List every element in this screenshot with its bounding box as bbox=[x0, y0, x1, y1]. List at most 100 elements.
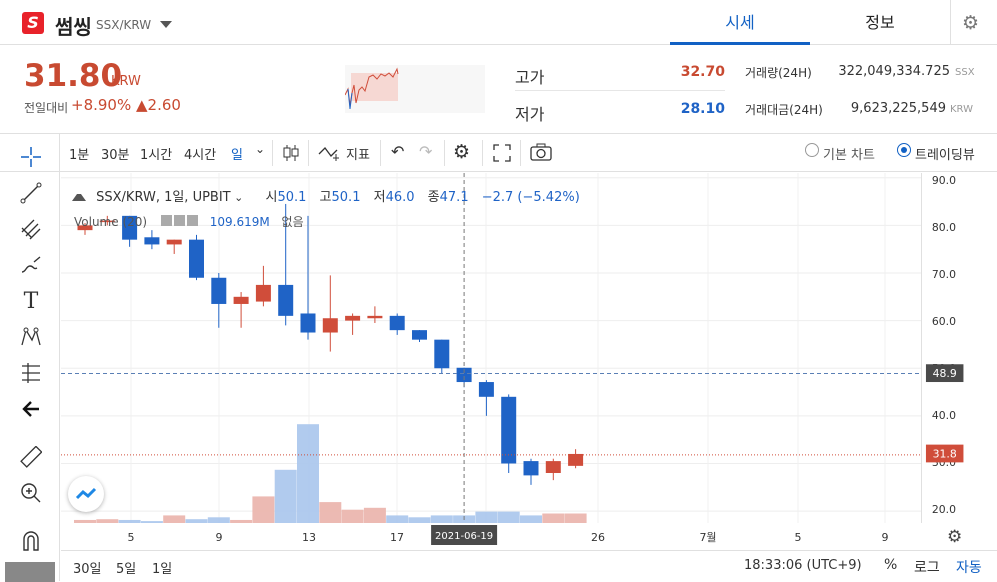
auto-toggle[interactable]: 자동 bbox=[956, 560, 982, 576]
volume-bar bbox=[520, 515, 542, 523]
price-chart[interactable] bbox=[61, 173, 921, 523]
crosshair-price-tag bbox=[925, 364, 964, 383]
x-tick-label: 7월 bbox=[699, 531, 716, 544]
y-tick-label: 20.0 bbox=[932, 503, 956, 516]
radio-basic-chart[interactable] bbox=[805, 143, 819, 157]
divider bbox=[272, 140, 273, 166]
volume-bar bbox=[163, 515, 186, 523]
crosshair-date-tag bbox=[431, 525, 498, 545]
pitchfork-icon[interactable] bbox=[18, 216, 44, 242]
percent-toggle[interactable]: % bbox=[884, 557, 898, 573]
indicator-icon[interactable] bbox=[318, 144, 342, 162]
legend-collapse-icon[interactable] bbox=[72, 193, 86, 201]
undo-icon[interactable]: ↶ bbox=[391, 142, 405, 161]
amount-label: 거래대금(24H) bbox=[745, 103, 823, 117]
candle-body bbox=[300, 313, 316, 333]
settings-icon[interactable]: ⚙ bbox=[453, 141, 471, 163]
interval-30m[interactable]: 30분 bbox=[101, 148, 130, 163]
coin-name[interactable]: 썸씽 bbox=[55, 15, 92, 39]
settings-icon[interactable] bbox=[173, 215, 185, 226]
gear-icon[interactable]: ⚙ bbox=[947, 527, 963, 547]
candle-body bbox=[122, 215, 138, 240]
zoom-in-icon[interactable] bbox=[18, 480, 44, 506]
volume-bar bbox=[207, 517, 230, 523]
high-label: 고가 bbox=[515, 68, 545, 87]
hide-drawings-icon[interactable] bbox=[5, 562, 55, 582]
divider bbox=[950, 0, 951, 45]
clock-time[interactable]: 18:33:06 (UTC+9) bbox=[744, 558, 862, 573]
change-rate: +8.90% bbox=[71, 96, 132, 114]
volume-bar bbox=[542, 513, 565, 523]
legend-close: 47.1 bbox=[439, 190, 469, 205]
volume-bar bbox=[140, 521, 163, 523]
fullscreen-icon[interactable] bbox=[493, 144, 511, 162]
tradingview-label[interactable]: 트레이딩뷰 bbox=[915, 148, 975, 163]
indicator-button[interactable]: 지표 bbox=[346, 148, 370, 163]
candle-body bbox=[501, 396, 517, 464]
change-amount: ▲2.60 bbox=[136, 96, 181, 114]
legend-open: 50.1 bbox=[277, 190, 307, 205]
arrow-left-icon[interactable] bbox=[18, 396, 44, 422]
gear-icon[interactable]: ⚙ bbox=[962, 12, 980, 34]
interval-1h[interactable]: 1시간 bbox=[140, 148, 173, 163]
volume-value: 109.619M bbox=[209, 215, 270, 229]
volume-legend: Volume (20) 109.619M 없음 bbox=[74, 213, 304, 230]
last-price-tag bbox=[925, 444, 964, 463]
candle-body bbox=[367, 315, 383, 319]
brush-icon[interactable] bbox=[18, 252, 44, 278]
tradingview-logo-icon[interactable] bbox=[68, 476, 104, 512]
redo-icon[interactable]: ↷ bbox=[419, 142, 433, 161]
volume-bar bbox=[96, 519, 119, 523]
last-price-label: 31.8 bbox=[933, 447, 957, 460]
volume-bar bbox=[74, 519, 96, 523]
legend-symbol[interactable]: SSX/KRW, 1일, UPBIT bbox=[96, 190, 231, 205]
text-tool-icon[interactable]: T bbox=[23, 288, 39, 314]
coin-pair[interactable]: SSX/KRW bbox=[96, 18, 152, 32]
mini-chart bbox=[345, 65, 485, 113]
prediction-icon[interactable] bbox=[18, 360, 44, 386]
range-5d[interactable]: 5일 bbox=[116, 562, 137, 577]
x-tick-label: 5 bbox=[795, 531, 802, 544]
legend-close-label: 종 bbox=[427, 190, 440, 205]
basic-chart-label[interactable]: 기본 차트 bbox=[823, 148, 875, 163]
range-30d[interactable]: 30일 bbox=[73, 562, 102, 577]
candle-type-icon[interactable] bbox=[282, 143, 300, 163]
volume-bar bbox=[274, 469, 297, 523]
x-tick-label: 9 bbox=[216, 531, 223, 544]
low-label: 저가 bbox=[515, 105, 545, 124]
candle-body bbox=[233, 296, 249, 304]
eye-icon[interactable] bbox=[160, 215, 172, 226]
trend-line-icon[interactable] bbox=[18, 180, 44, 206]
candle-body bbox=[389, 315, 405, 331]
candle-body bbox=[345, 315, 361, 321]
y-tick-label: 80.0 bbox=[932, 221, 956, 234]
time-axis[interactable]: 59131721267월592021-06-19 bbox=[61, 523, 921, 550]
ruler-icon[interactable] bbox=[18, 444, 44, 470]
interval-4h[interactable]: 4시간 bbox=[184, 148, 217, 163]
range-1d[interactable]: 1일 bbox=[152, 562, 173, 577]
tab-quote[interactable]: 시세 bbox=[670, 0, 810, 45]
legend-high: 50.1 bbox=[331, 190, 361, 205]
interval-1d[interactable]: 일 bbox=[231, 148, 243, 163]
tab-info[interactable]: 정보 bbox=[865, 13, 895, 32]
coin-dropdown-icon[interactable] bbox=[160, 21, 172, 28]
pattern-icon[interactable] bbox=[18, 324, 44, 350]
magnet-icon[interactable] bbox=[18, 528, 44, 554]
log-toggle[interactable]: 로그 bbox=[914, 560, 940, 576]
volume-bar bbox=[252, 496, 275, 523]
radio-tradingview[interactable] bbox=[897, 143, 911, 157]
chevron-down-icon[interactable]: ⌄ bbox=[230, 191, 244, 204]
candle-body bbox=[322, 318, 338, 333]
chevron-down-icon[interactable]: ⌄ bbox=[255, 142, 266, 156]
camera-icon[interactable] bbox=[530, 143, 552, 161]
volume-name[interactable]: Volume (20) bbox=[74, 215, 148, 229]
volume-bar bbox=[341, 509, 364, 523]
close-icon[interactable] bbox=[186, 215, 198, 226]
interval-1m[interactable]: 1분 bbox=[69, 148, 90, 163]
candle-body bbox=[255, 284, 271, 302]
crosshair-icon[interactable] bbox=[18, 144, 44, 170]
price-axis[interactable]: 90.080.070.060.050.040.030.020.048.931.8 bbox=[921, 173, 997, 523]
current-price: 31.80 bbox=[24, 58, 123, 94]
y-tick-label: 40.0 bbox=[932, 409, 956, 422]
candle-body bbox=[478, 382, 494, 397]
